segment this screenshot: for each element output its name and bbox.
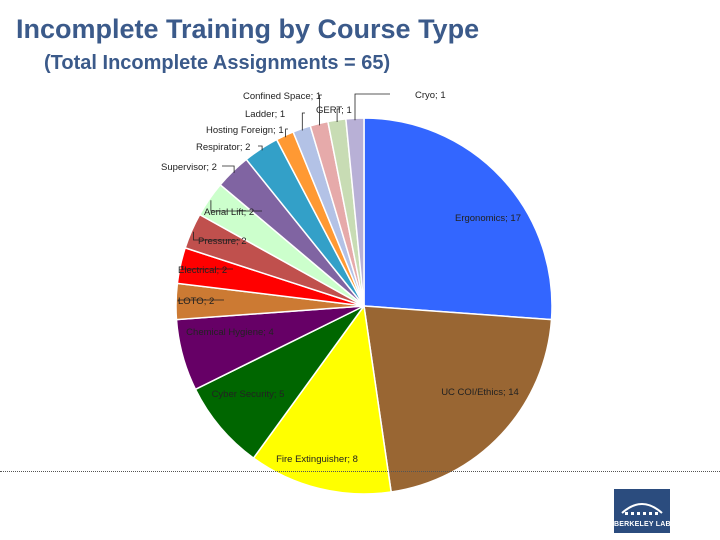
data-label-loto: LOTO; 2 [178,296,214,307]
logo-text: BERKELEY LAB [614,521,671,528]
data-label-electrical: Electrical; 2 [178,265,227,276]
pie-slice-uc-coi-ethics [363,305,553,493]
berkeley-lab-logo: BERKELEY LAB [614,489,671,533]
leader-line-loto [177,299,224,302]
leader-line-hosting-foreign [285,128,288,138]
data-label-fire-extinguisher: Fire Extinguisher; 8 [276,454,358,465]
leader-line-gert [336,108,340,122]
data-label-hosting-foreign: Hosting Foreign; 1 [206,125,284,136]
data-label-cyber-security: Cyber Security; 5 [212,389,285,400]
leader-line-supervisor [222,165,235,173]
data-label-chemical-hygiene: Chemical Hygiene; 4 [186,327,274,338]
data-label-uc-coi-ethics: UC COI/Ethics; 14 [441,387,519,398]
data-label-ergonomics: Ergonomics; 17 [455,213,521,224]
data-label-pressure: Pressure; 2 [198,236,247,247]
leader-line-aerial-lift [210,200,262,212]
leader-line-cryo [354,93,390,121]
data-label-confined-space: Confined Space; 1 [243,91,321,102]
data-label-ladder: Ladder; 1 [245,109,285,120]
leader-line-electrical [181,265,233,270]
slide-title: Incomplete Training by Course Type [16,14,480,44]
leader-line-confined-space [319,94,322,126]
lab-building-icon [621,503,663,515]
slide-subtitle: (Total Incomplete Assignments = 65) [44,52,391,74]
data-label-aerial-lift: Aerial Lift; 2 [204,207,254,218]
data-label-cryo: Cryo; 1 [415,90,446,101]
data-label-supervisor: Supervisor; 2 [161,162,217,173]
leader-line-pressure [193,231,240,241]
data-label-gert: GERT; 1 [316,105,352,116]
leader-line-respirator [258,145,263,151]
data-label-respirator: Respirator; 2 [196,142,250,153]
footer-divider [0,471,720,472]
pie-slice-fire-extinguisher [252,304,393,495]
pie-slice-ergonomics [363,117,553,321]
leader-line-ladder [301,112,305,131]
